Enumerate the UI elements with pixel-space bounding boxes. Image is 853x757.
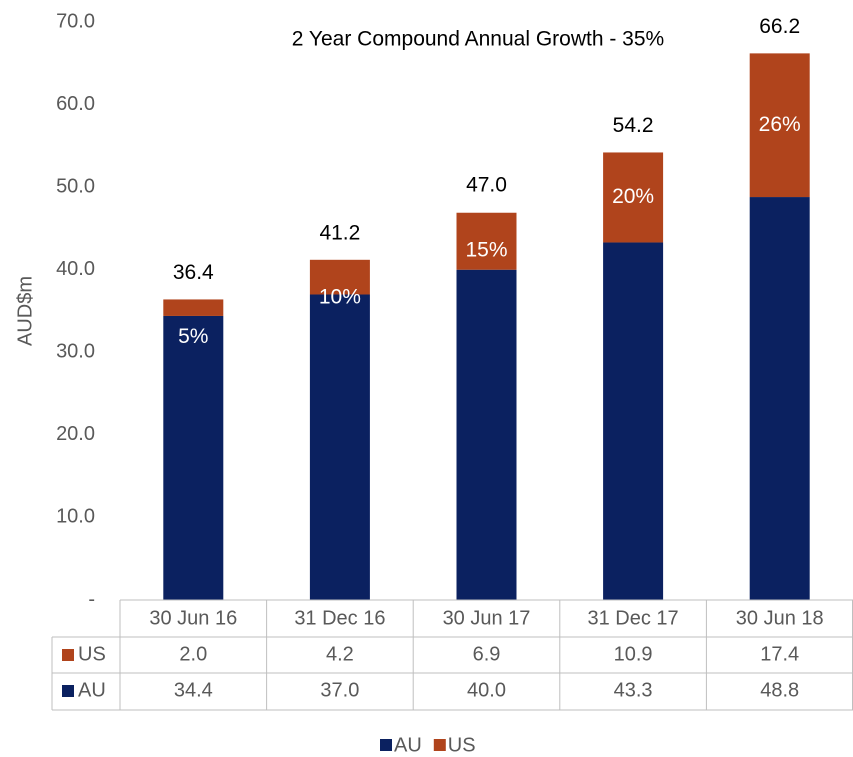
y-tick-label: 50.0 <box>56 175 95 197</box>
y-axis-label: AUD$m <box>14 276 36 346</box>
x-tick-label: 31 Dec 16 <box>294 607 385 629</box>
total-label: 54.2 <box>613 114 654 137</box>
table-cell: 2.0 <box>179 643 207 665</box>
legend-swatch <box>380 739 392 751</box>
y-tick-label: 30.0 <box>56 341 95 363</box>
total-label: 41.2 <box>319 221 360 244</box>
y-tick-label: 70.0 <box>56 10 95 32</box>
bar-segment <box>749 53 810 198</box>
share-label: 20% <box>612 185 654 208</box>
total-label: 47.0 <box>466 173 507 196</box>
bar-segment <box>163 299 224 316</box>
share-label: 5% <box>178 325 208 348</box>
table-cell: 4.2 <box>326 643 354 665</box>
share-label: 10% <box>319 285 361 308</box>
bar-segment <box>163 315 224 600</box>
table-legend-swatch <box>62 685 74 697</box>
x-tick-label: 31 Dec 17 <box>588 607 679 629</box>
annotation: 2 Year Compound Annual Growth - 35% <box>292 28 664 51</box>
y-tick-label: 60.0 <box>56 93 95 115</box>
bar-segment <box>749 197 810 600</box>
legend-label: AU <box>394 734 422 756</box>
table-cell: 10.9 <box>614 643 653 665</box>
total-label: 36.4 <box>173 261 214 284</box>
y-tick-label: 40.0 <box>56 258 95 280</box>
table-row-label: US <box>78 643 106 665</box>
legend-label: US <box>448 734 476 756</box>
y-tick-label: 10.0 <box>56 506 95 528</box>
table-cell: 37.0 <box>320 679 359 701</box>
x-tick-label: 30 Jun 17 <box>443 607 531 629</box>
table-cell: 6.9 <box>473 643 501 665</box>
share-label: 26% <box>759 113 801 136</box>
y-tick-label: 20.0 <box>56 423 95 445</box>
x-tick-label: 30 Jun 16 <box>149 607 237 629</box>
y-tick-label: - <box>88 588 95 610</box>
bar-segment <box>603 152 664 243</box>
x-tick-label: 30 Jun 18 <box>736 607 824 629</box>
legend-swatch <box>433 739 446 751</box>
table-cell: 48.8 <box>760 679 799 701</box>
table-cell: 17.4 <box>760 643 799 665</box>
table-row-label: AU <box>78 679 106 701</box>
bar-segment <box>456 269 517 600</box>
bar-segment <box>309 294 370 600</box>
share-label: 15% <box>465 238 507 261</box>
bar-segment <box>309 259 370 295</box>
bar-segment <box>456 212 517 270</box>
table-cell: 40.0 <box>467 679 506 701</box>
table-cell: 34.4 <box>174 679 213 701</box>
table-legend-swatch <box>62 649 74 661</box>
table-cell: 43.3 <box>614 679 653 701</box>
bar-segment <box>603 242 664 601</box>
total-label: 66.2 <box>759 15 800 38</box>
